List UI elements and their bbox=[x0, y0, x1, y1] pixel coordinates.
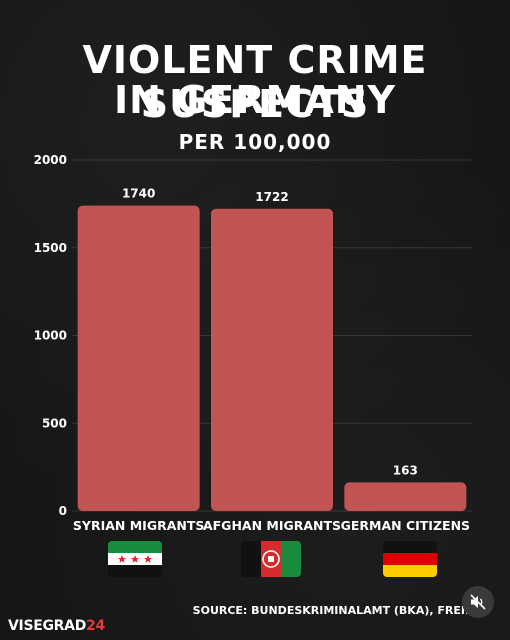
bar bbox=[211, 208, 333, 511]
speaker-muted-icon bbox=[470, 594, 486, 610]
y-tick-label: 0 bbox=[59, 504, 67, 518]
bar bbox=[77, 205, 200, 511]
chart-subtitle: PER 100,000 bbox=[178, 130, 332, 154]
brand-number: 24 bbox=[86, 618, 105, 634]
afghanistan-flag-icon bbox=[241, 541, 301, 577]
chart-title-line2: IN GERMANY bbox=[113, 78, 397, 122]
chart-title-line1: VIOLENT CRIME SUSPECTS bbox=[82, 38, 428, 126]
bars bbox=[77, 205, 467, 511]
y-tick-label: 1500 bbox=[34, 241, 67, 255]
germany-flag-icon bbox=[383, 541, 437, 577]
value-labels: 1740 1722 163 bbox=[122, 187, 418, 478]
brand-logo: VISEGRAD24 bbox=[8, 618, 105, 634]
value-label: 163 bbox=[393, 463, 418, 477]
y-tick-label: 1000 bbox=[34, 329, 67, 343]
syria-flag-icon bbox=[108, 541, 162, 577]
brand-text: VISEGRAD bbox=[8, 618, 87, 634]
y-tick-label: 2000 bbox=[34, 153, 67, 167]
category-label: GERMAN CITIZENS bbox=[341, 518, 470, 533]
y-tick-label: 500 bbox=[42, 416, 67, 430]
value-label: 1722 bbox=[255, 190, 288, 204]
source-text: SOURCE: BUNDESKRIMINALAMT (BKA), FREIL bbox=[192, 604, 472, 617]
y-axis-ticks: 0 500 1000 1500 2000 bbox=[34, 153, 67, 518]
value-label: 1740 bbox=[122, 187, 155, 201]
category-label: AFGHAN MIGRANTS bbox=[203, 518, 341, 533]
category-label: SYRIAN MIGRANTS bbox=[73, 518, 204, 533]
mute-button[interactable] bbox=[462, 586, 494, 618]
bar bbox=[344, 482, 467, 511]
